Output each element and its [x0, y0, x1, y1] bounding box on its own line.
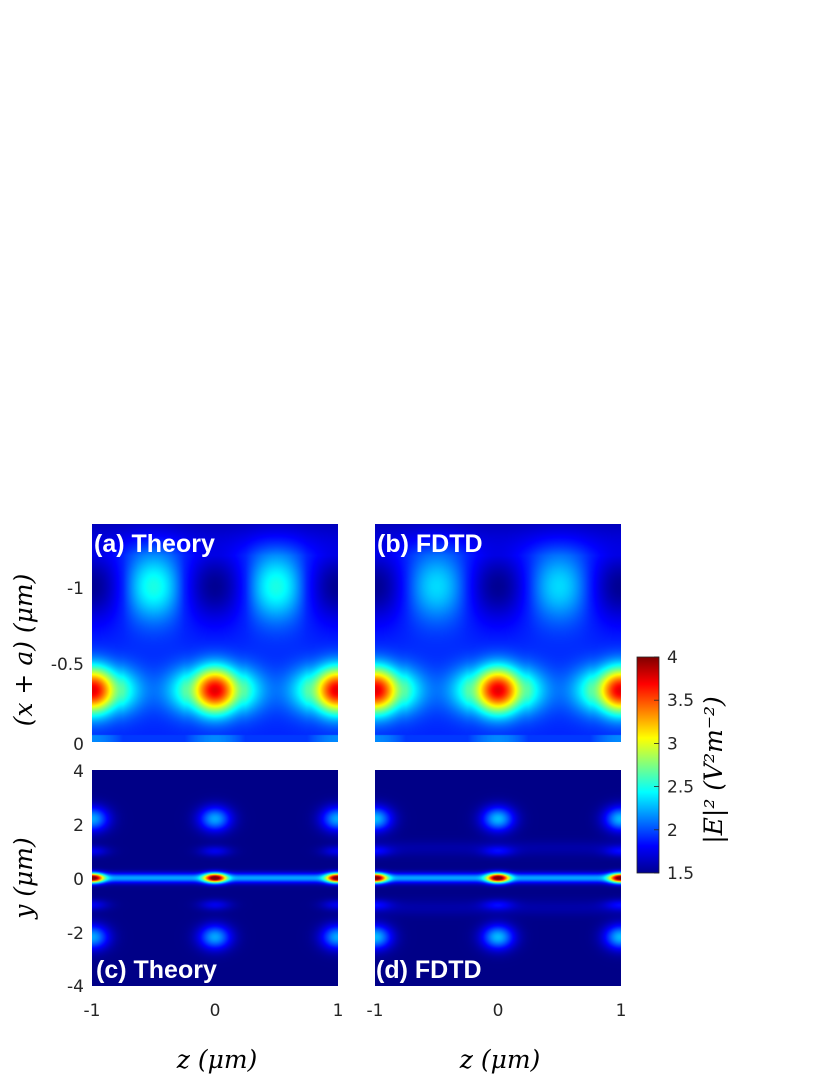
colorbar [636, 656, 660, 874]
d-xtick-label: -1 [367, 1001, 384, 1021]
d-xtick-label: 1 [616, 1001, 627, 1021]
panel-b-title: (b) FDTD [377, 530, 483, 558]
c-ytick-label: -2 [67, 924, 84, 944]
d-xtick-label: 0 [493, 1001, 504, 1021]
c-ytick-label: 4 [73, 762, 84, 782]
c-ylabel: y (μm) [9, 837, 38, 920]
c-ytick-label: 0 [73, 870, 84, 890]
c-ytick-label: -4 [67, 977, 84, 997]
colorbar-tick-label: 3 [667, 734, 678, 754]
colorbar-tick-label: 2.5 [667, 778, 694, 798]
colorbar-tick-label: 2 [667, 821, 678, 841]
colorbar-ticks: 1.5 2 2.5 3 3.5 4 [654, 648, 694, 884]
a-ylabel: (x + a) (μm) [9, 574, 38, 727]
c-ytick-label: 2 [73, 816, 84, 836]
panel-b-heatmap [375, 524, 621, 742]
colorbar-tick-label: 1.5 [667, 864, 694, 884]
c-xlabel: z (μm) [176, 1045, 258, 1074]
colorbar-label: |E|² (V²m⁻²) [699, 696, 729, 844]
a-ytick-label: 0 [73, 735, 84, 755]
a-ytick-label: -1 [67, 579, 84, 599]
c-xtick-label: -1 [84, 1001, 101, 1021]
panel-a-title: (a) Theory [94, 530, 215, 558]
colorbar-tick-label: 4 [667, 648, 678, 668]
c-xtick-label: 1 [333, 1001, 344, 1021]
panel-d-title: (d) FDTD [376, 956, 482, 984]
d-xlabel: z (μm) [459, 1045, 541, 1074]
panel-c-heatmap [92, 770, 338, 986]
panel-a-heatmap [92, 524, 338, 742]
panel-d-heatmap [375, 770, 621, 986]
panel-c-title: (c) Theory [96, 956, 217, 984]
c-xtick-label: 0 [210, 1001, 221, 1021]
a-ytick-label: -0.5 [51, 655, 84, 675]
colorbar-tick-label: 3.5 [667, 691, 694, 711]
